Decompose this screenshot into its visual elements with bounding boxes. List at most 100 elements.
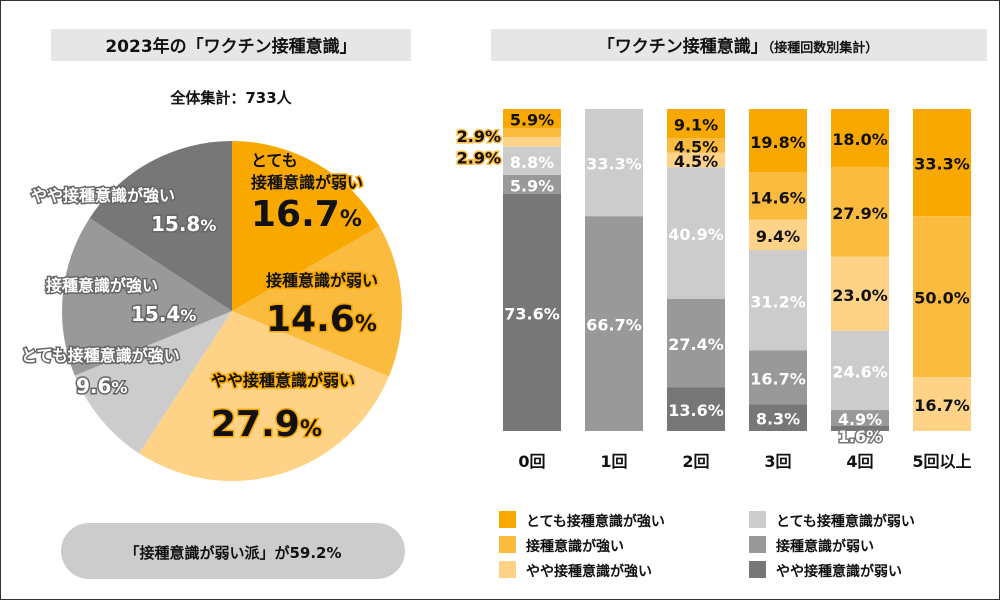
legend-swatch: [749, 536, 766, 553]
pie-value-4: 9.6%: [76, 374, 127, 398]
bar-segment: [913, 216, 971, 378]
bar-segment: [667, 387, 725, 431]
bar-value-label: 5.9%: [510, 110, 554, 129]
pie-label-3: やや接種意識が弱い: [211, 371, 355, 390]
bar-segment: [585, 109, 643, 217]
bar-value-label: 9.4%: [756, 227, 800, 246]
bar-segment: [667, 167, 725, 299]
bar-value-label: 8.3%: [756, 410, 800, 429]
bar-value-label: 50.0%: [914, 289, 970, 308]
bar-segment: [503, 109, 561, 128]
legend-label: とても接種意識が強い: [526, 513, 665, 530]
bar-value-label: 23.0%: [832, 286, 888, 305]
bar-value-label: 27.4%: [668, 335, 724, 354]
pie-label-4: とても接種意識が強い: [21, 346, 180, 365]
pie-label-1a: とても: [251, 151, 298, 170]
pie-slice-5: [61, 218, 232, 376]
bar-value-label: 2.9%: [457, 127, 501, 146]
pie-value-1: 16.7%: [251, 194, 362, 235]
bar-value-label: 8.8%: [510, 153, 554, 172]
pie-slice-1: [232, 141, 380, 311]
bar-title-bg: [491, 29, 987, 61]
pie-label-2: 接種意識が弱い: [266, 271, 378, 290]
bar-title: 「ワクチン接種意識」（接種回数別集計）: [598, 36, 879, 57]
bar-segment: [749, 109, 807, 173]
legend-swatch: [749, 511, 766, 528]
bar-value-label: 4.9%: [838, 410, 882, 429]
bar-value-label: 24.6%: [832, 362, 888, 381]
bar-segment: [831, 166, 889, 257]
pie-label-5: 接種意識が強い: [46, 276, 158, 295]
bar-segment: [503, 127, 561, 138]
bar-value-label: 16.7%: [914, 396, 970, 415]
bar-value-label: 18.0%: [832, 130, 888, 149]
bar-segment: [503, 146, 561, 176]
legend-label: 接種意識が弱い: [776, 538, 874, 555]
bar-value-label: 19.8%: [750, 133, 806, 152]
bar-value-label: 14.6%: [750, 188, 806, 207]
bar-value-label: 31.2%: [750, 292, 806, 311]
bar-value-label: 40.9%: [668, 225, 724, 244]
bar-value-label: 73.6%: [504, 305, 560, 324]
bar-value-label: 9.1%: [674, 116, 718, 135]
bar-value-label: 13.6%: [668, 401, 724, 420]
legend-swatch: [499, 511, 516, 528]
pie-title-bg: [51, 29, 411, 61]
bar-value-label: 2.9%: [457, 148, 501, 167]
legend-label: やや接種意識が強い: [526, 563, 652, 580]
bar-segment: [667, 152, 725, 168]
bar-segment: [913, 377, 971, 431]
pie-title: 2023年の「ワクチン接種意識」: [105, 36, 356, 57]
bar-segment: [831, 109, 889, 167]
x-tick-label: 0回: [518, 452, 545, 471]
pie-slice-2: [232, 226, 402, 377]
bar-segment: [503, 194, 561, 431]
x-tick-label: 1回: [600, 452, 627, 471]
bar-segment: [749, 404, 807, 431]
summary-text: 「接種意識が弱い派」が59.2%: [124, 544, 341, 562]
pie-subtitle: 全体集計：733人: [169, 89, 292, 107]
bar-value-label: 5.9%: [510, 177, 554, 196]
bar-segment: [749, 350, 807, 405]
bar-value-label: 27.9%: [832, 204, 888, 223]
pie-label-1b: 接種意識が弱い: [251, 173, 363, 192]
legend-swatch: [749, 561, 766, 578]
bar-segment: [503, 175, 561, 195]
x-tick-label: 5回以上: [912, 452, 971, 471]
bar-value-label: 4.5%: [674, 138, 718, 157]
bar-segment: [585, 216, 643, 431]
bar-segment: [913, 109, 971, 217]
bar-value-label: 4.5%: [674, 152, 718, 171]
bar-segment: [831, 425, 889, 431]
bar-segment: [749, 219, 807, 251]
bar-value-label: 33.3%: [586, 155, 642, 174]
bar-segment: [503, 137, 561, 147]
bar-value-label: 1.6%: [838, 427, 882, 446]
bar-segment: [831, 256, 889, 331]
pie-value-5: 15.4%: [131, 302, 196, 326]
summary-pill: [61, 523, 405, 579]
bar-segment: [667, 138, 725, 153]
pie-value-6: 15.8%: [151, 212, 216, 236]
bar-segment: [831, 410, 889, 426]
bar-segment: [667, 298, 725, 388]
pie-label-6: やや接種意識が強い: [31, 186, 175, 205]
legend-label: 接種意識が強い: [526, 538, 624, 555]
x-tick-label: 2回: [682, 452, 709, 471]
legend-swatch: [499, 536, 516, 553]
legend-swatch: [499, 561, 516, 578]
bar-segment: [749, 250, 807, 351]
bar-value-label: 33.3%: [914, 155, 970, 174]
bar-segment: [667, 109, 725, 139]
bar-segment: [831, 330, 889, 411]
legend-label: やや接種意識が弱い: [776, 563, 902, 580]
bar-value-label: 16.7%: [750, 369, 806, 388]
x-tick-label: 4回: [846, 452, 873, 471]
bar-segment: [749, 172, 807, 220]
pie-slice-4: [74, 311, 232, 454]
pie-slice-3: [139, 311, 389, 481]
pie-slice-6: [89, 141, 232, 311]
legend-label: とても接種意識が弱い: [776, 513, 915, 530]
